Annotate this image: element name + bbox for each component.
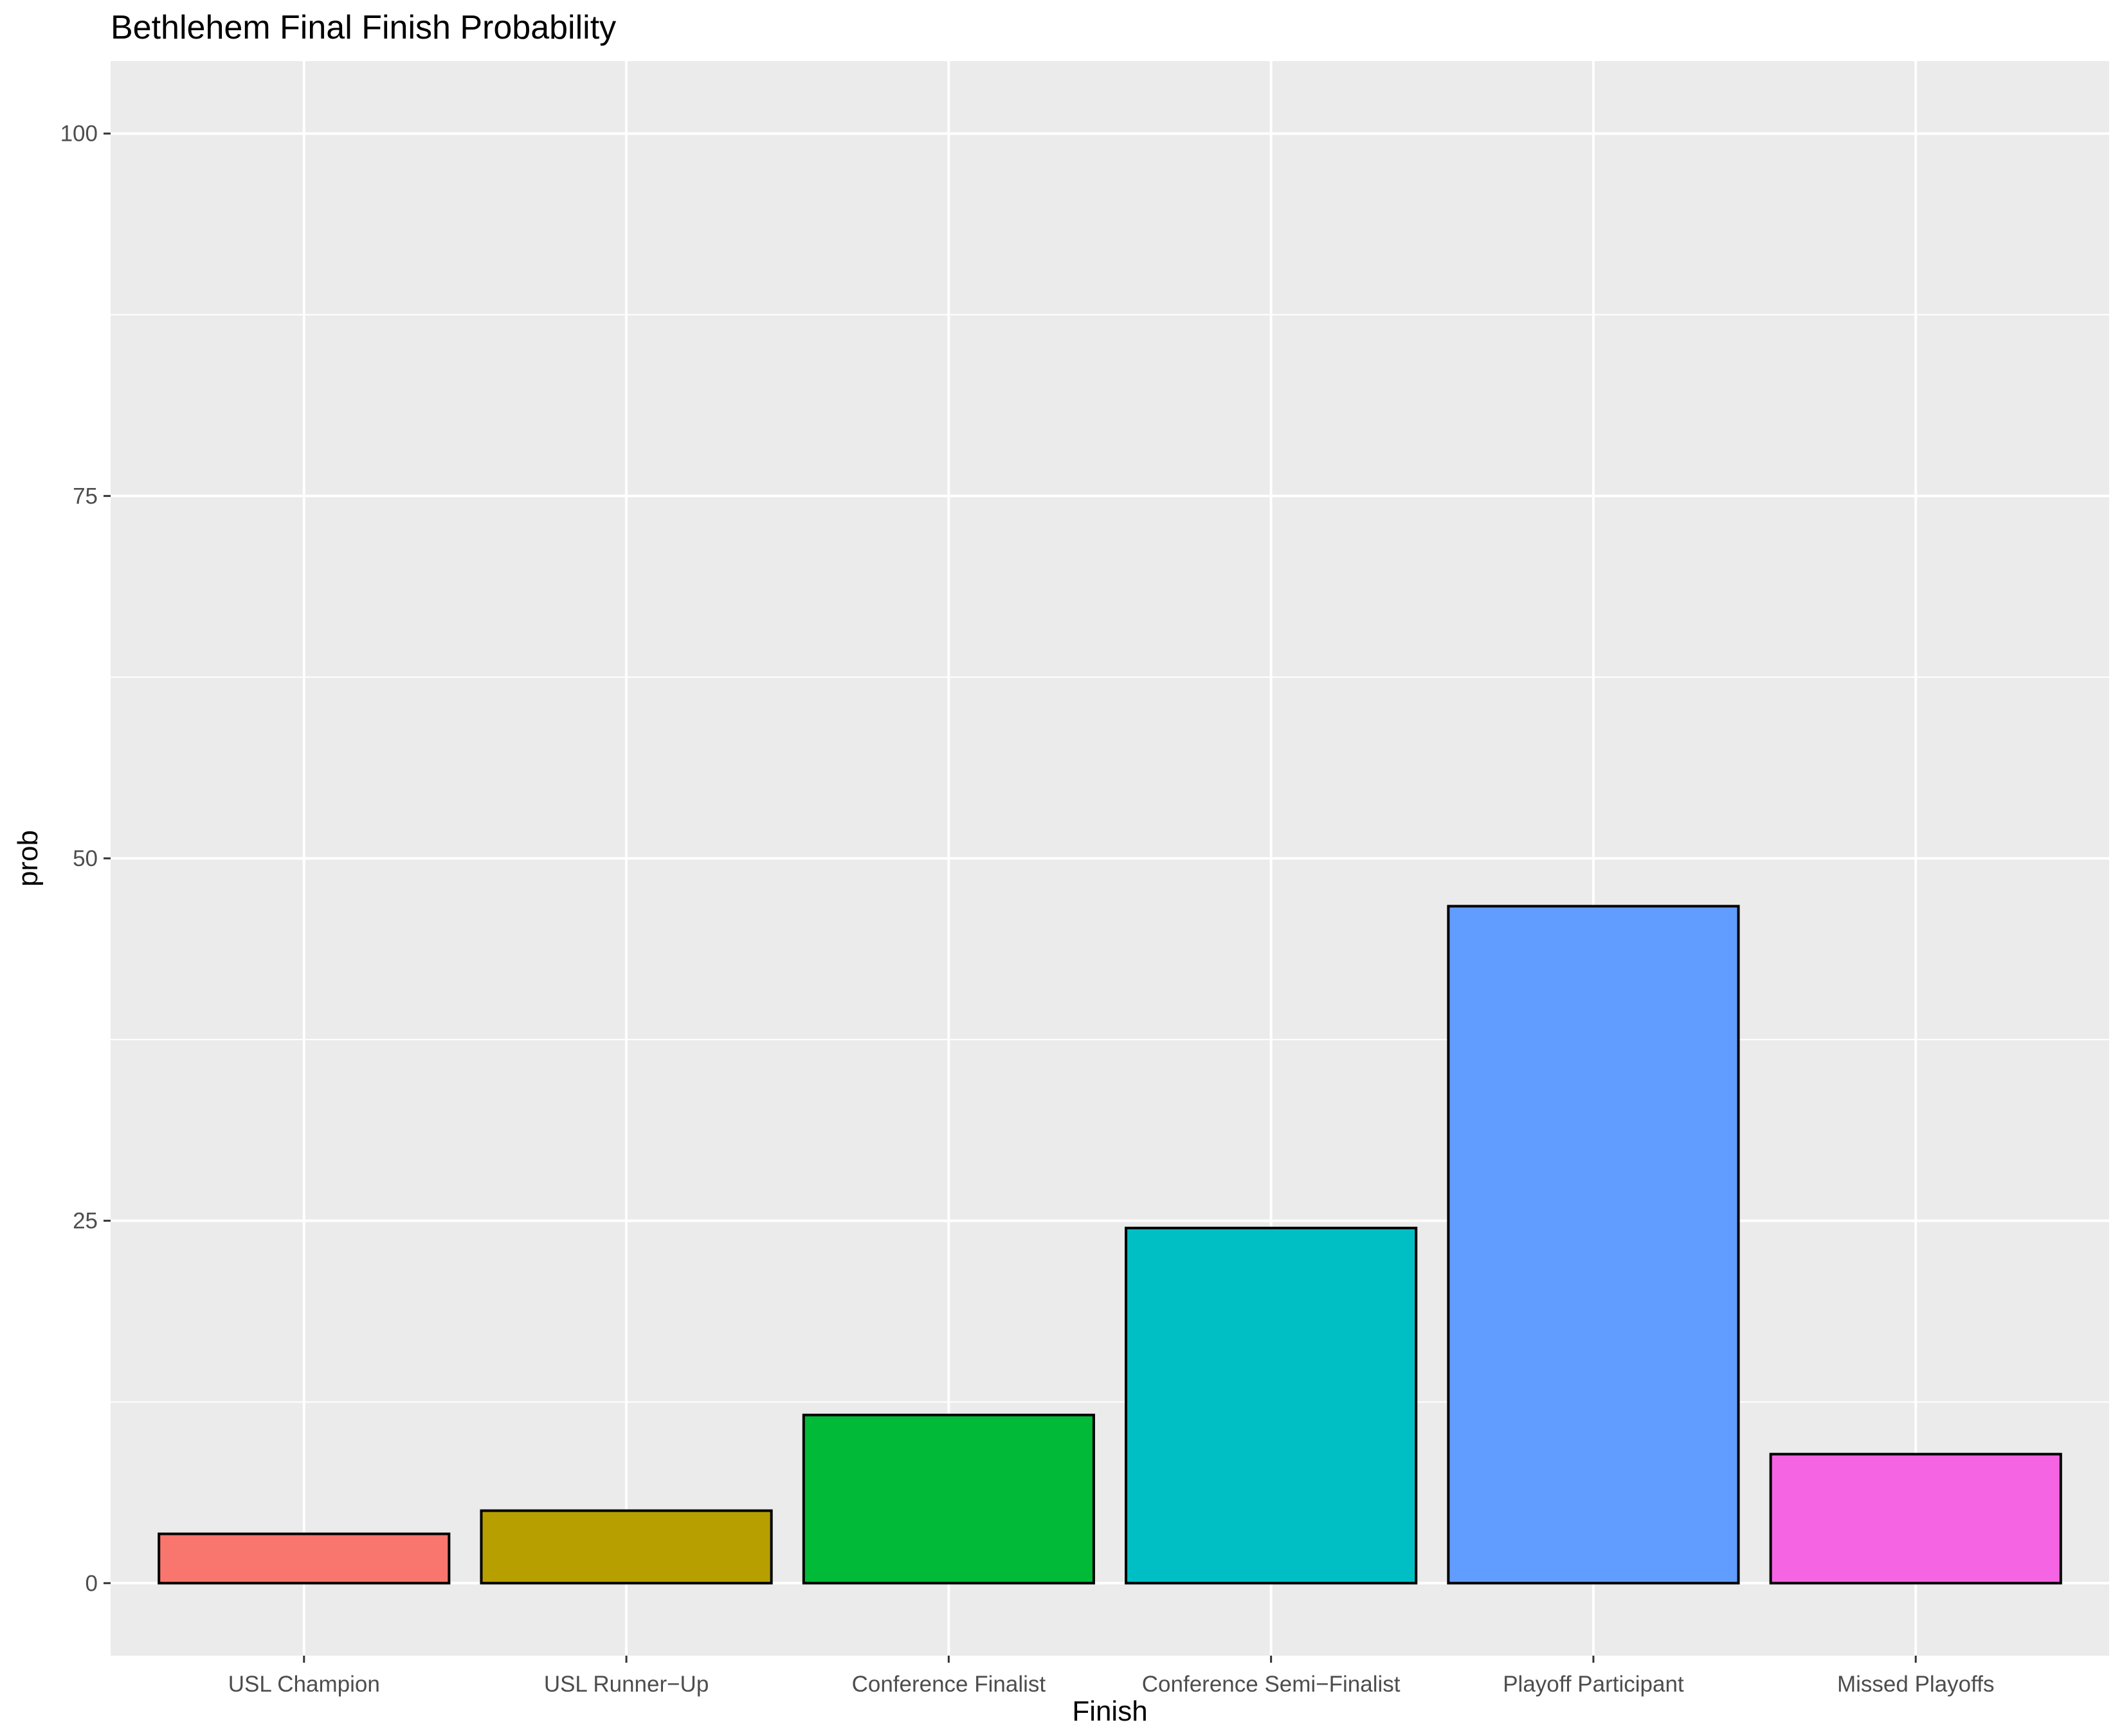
x-tick-label: USL Runner−Up	[544, 1672, 709, 1697]
bar	[1769, 1452, 2062, 1585]
x-axis-title: Finish	[1072, 1695, 1147, 1727]
chart-title: Bethlehem Final Finish Probability	[111, 9, 616, 46]
x-tick-label: Missed Playoffs	[1837, 1672, 1994, 1697]
x-axis: USL Champion USL Runner−Up Conference Fina…	[228, 1656, 1994, 1697]
bars	[158, 905, 2062, 1585]
bar	[802, 1413, 1095, 1585]
x-tick-label: Playoff Participant	[1503, 1672, 1684, 1697]
bar	[1447, 905, 1740, 1585]
bar	[158, 1532, 451, 1585]
y-tick-label: 75	[73, 484, 98, 509]
y-axis-title: prob	[12, 830, 44, 887]
major-grid	[111, 61, 2109, 1656]
y-tick-label: 50	[73, 846, 98, 871]
y-tick-label: 25	[73, 1209, 98, 1234]
x-tick-label: Conference Finalist	[852, 1672, 1046, 1697]
y-tick-label: 100	[60, 122, 98, 147]
bar	[480, 1509, 773, 1585]
x-tick-label: USL Champion	[228, 1672, 380, 1697]
x-tick-label: Conference Semi−Finalist	[1142, 1672, 1401, 1697]
bar	[1125, 1226, 1418, 1585]
minor-grid	[111, 314, 2109, 1403]
y-tick-label: 0	[86, 1571, 98, 1596]
y-axis: 0 25 50 75 100	[60, 122, 111, 1596]
